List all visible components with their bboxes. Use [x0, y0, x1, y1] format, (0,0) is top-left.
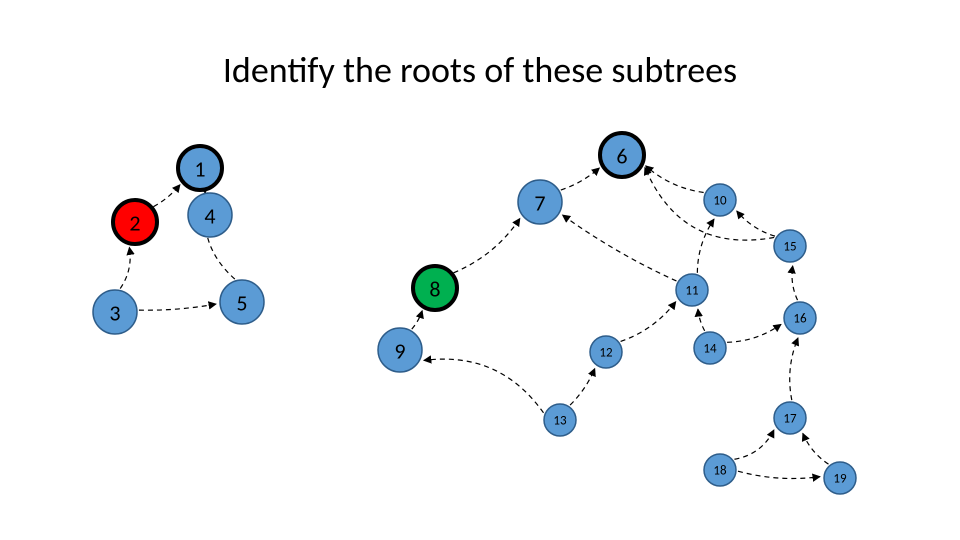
graph-node-8: 8	[413, 266, 457, 310]
graph-node-label: 5	[236, 290, 247, 317]
graph-node-5: 5	[220, 280, 264, 324]
graph-node-16: 16	[784, 302, 816, 334]
graph-node-label: 4	[204, 203, 215, 230]
edge	[570, 369, 595, 406]
graph-node-label: 10	[713, 194, 727, 209]
edge	[120, 247, 130, 288]
edge	[803, 433, 829, 464]
tree-diagram: 12435678910111512141613171819	[0, 0, 960, 540]
graph-node-label: 11	[685, 284, 698, 299]
graph-node-7: 7	[518, 180, 562, 224]
graph-node-11: 11	[676, 274, 708, 306]
graph-node-17: 17	[774, 402, 806, 434]
graph-node-9: 9	[378, 328, 422, 372]
graph-node-label: 19	[833, 472, 847, 487]
edge	[792, 266, 798, 300]
graph-node-2: 2	[113, 200, 157, 244]
edge	[698, 309, 705, 331]
edge	[727, 324, 781, 342]
graph-node-label: 17	[783, 412, 797, 427]
edge	[153, 185, 180, 207]
graph-node-1: 1	[178, 146, 222, 190]
graph-node-12: 12	[590, 336, 622, 368]
edge	[738, 471, 820, 478]
edge	[454, 218, 520, 272]
edge	[734, 430, 773, 459]
edge	[790, 338, 798, 400]
edge	[561, 168, 600, 190]
graph-node-label: 7	[534, 190, 545, 217]
graph-node-14: 14	[694, 332, 726, 364]
graph-node-label: 1	[194, 156, 205, 183]
graph-node-3: 3	[93, 290, 137, 334]
edge	[646, 166, 704, 193]
graph-node-18: 18	[704, 454, 736, 486]
graph-node-6: 6	[600, 133, 644, 177]
graph-node-label: 2	[129, 210, 140, 237]
graph-node-label: 3	[109, 300, 120, 327]
graph-node-label: 15	[783, 240, 796, 255]
graph-node-15: 15	[774, 230, 806, 262]
edge	[697, 219, 714, 273]
graph-node-4: 4	[188, 193, 232, 237]
graph-node-label: 6	[616, 143, 627, 170]
graph-node-label: 12	[599, 346, 613, 361]
graph-node-10: 10	[704, 184, 736, 216]
graph-node-label: 18	[713, 464, 727, 479]
graph-node-label: 14	[703, 342, 717, 357]
edge	[737, 211, 775, 236]
graph-node-label: 16	[793, 312, 807, 327]
edge	[139, 304, 216, 310]
graph-node-label: 13	[553, 414, 567, 429]
graph-node-19: 19	[824, 462, 856, 494]
edge	[563, 215, 677, 281]
edge	[412, 311, 422, 329]
graph-node-label: 9	[394, 338, 405, 365]
graph-node-13: 13	[544, 404, 576, 436]
graph-node-label: 8	[429, 276, 440, 303]
edge	[621, 302, 676, 342]
edge	[424, 359, 544, 413]
